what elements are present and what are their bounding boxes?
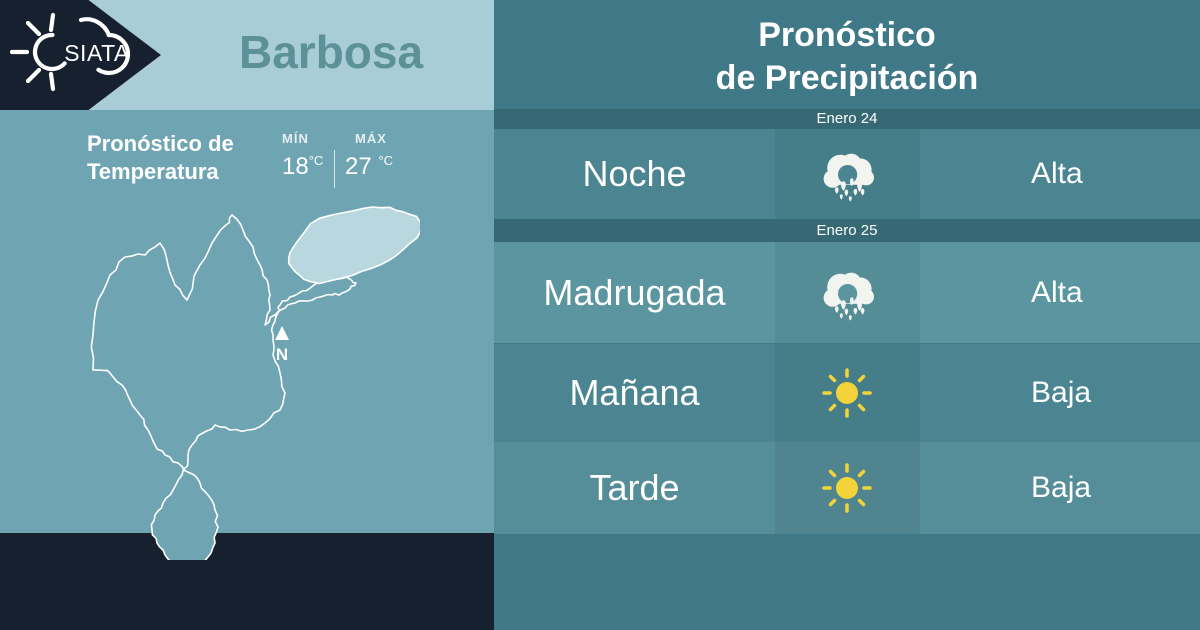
svg-text:SIATA: SIATA [64, 40, 130, 66]
svg-text:N: N [276, 345, 288, 364]
